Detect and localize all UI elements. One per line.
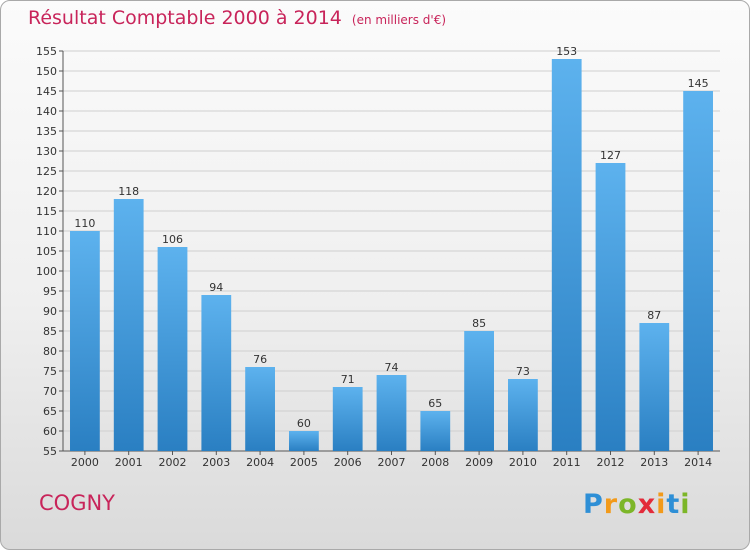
data-label: 127	[600, 149, 621, 162]
title-text: Résultat Comptable 2000 à 2014	[28, 7, 342, 29]
value-labels: 110 118 106 94 76 60 71 74 65 85 73 153 127 87 145	[74, 45, 708, 430]
y-tick-label: 100	[36, 265, 57, 278]
y-tick-label: 105	[36, 245, 57, 258]
y-tick-label: 140	[36, 105, 57, 118]
data-label: 118	[118, 185, 139, 198]
y-tick-label: 130	[36, 145, 57, 158]
x-tick-label: 2007	[378, 456, 406, 469]
x-tick-label: 2008	[421, 456, 449, 469]
bar	[551, 59, 582, 451]
data-label: 60	[297, 417, 311, 430]
data-label: 65	[428, 397, 442, 410]
y-tick-label: 110	[36, 225, 57, 238]
y-tick-label: 135	[36, 125, 57, 138]
bar	[376, 375, 407, 451]
y-tick-label: 80	[43, 345, 57, 358]
y-tick-label: 95	[43, 285, 57, 298]
y-tick-label: 55	[43, 445, 57, 458]
x-tick-label: 2012	[597, 456, 625, 469]
x-tick-label: 2011	[553, 456, 581, 469]
y-tick-label: 145	[36, 85, 57, 98]
bar	[157, 247, 188, 451]
chart-title: Résultat Comptable 2000 à 2014 (en millie…	[28, 7, 446, 29]
bar	[595, 163, 626, 451]
x-tick-label: 2000	[71, 456, 99, 469]
x-tick-label: 2005	[290, 456, 318, 469]
x-tick-label: 2006	[334, 456, 362, 469]
data-label: 74	[385, 361, 399, 374]
y-tick-label: 115	[36, 205, 57, 218]
x-tick-label: 2013	[640, 456, 668, 469]
x-tick-label: 2010	[509, 456, 537, 469]
proxiti-logo: Proxiti	[583, 489, 691, 520]
bars	[70, 59, 713, 451]
commune-name: COGNY	[39, 491, 116, 515]
bar	[683, 91, 713, 451]
bar	[639, 323, 670, 451]
axes: 55 60 65 70 75 80 85 90 95 100 105 110 115 120 125 130 1…	[36, 45, 720, 469]
data-label: 73	[516, 365, 530, 378]
bar	[201, 295, 232, 451]
data-label: 106	[162, 233, 183, 246]
data-label: 153	[556, 45, 577, 58]
y-tick-label: 85	[43, 325, 57, 338]
x-tick-label: 2001	[115, 456, 143, 469]
x-tick-label: 2003	[202, 456, 230, 469]
bar	[70, 231, 100, 451]
data-label: 145	[688, 77, 709, 90]
y-tick-label: 120	[36, 185, 57, 198]
chart-subtitle: (en milliers d'€)	[351, 13, 447, 27]
y-tick-label: 155	[36, 45, 57, 58]
x-tick-label: 2014	[684, 456, 712, 469]
data-label: 87	[647, 309, 661, 322]
y-tick-label: 65	[43, 405, 57, 418]
x-tick-label: 2002	[159, 456, 187, 469]
data-label: 71	[341, 373, 355, 386]
x-tick-label: 2009	[465, 456, 493, 469]
data-label: 76	[253, 353, 267, 366]
bar	[245, 367, 275, 451]
y-tick-label: 60	[43, 425, 57, 438]
bar	[464, 331, 494, 451]
data-label: 110	[74, 217, 95, 230]
bar	[508, 379, 538, 451]
data-label: 85	[472, 317, 486, 330]
bar	[332, 387, 363, 451]
bar	[113, 199, 144, 451]
y-tick-label: 75	[43, 365, 57, 378]
y-tick-label: 150	[36, 65, 57, 78]
y-tick-label: 90	[43, 305, 57, 318]
y-tick-label: 70	[43, 385, 57, 398]
x-tick-label: 2004	[246, 456, 274, 469]
bar	[289, 431, 319, 451]
y-tick-label: 125	[36, 165, 57, 178]
bar	[420, 411, 451, 451]
data-label: 94	[209, 281, 223, 294]
